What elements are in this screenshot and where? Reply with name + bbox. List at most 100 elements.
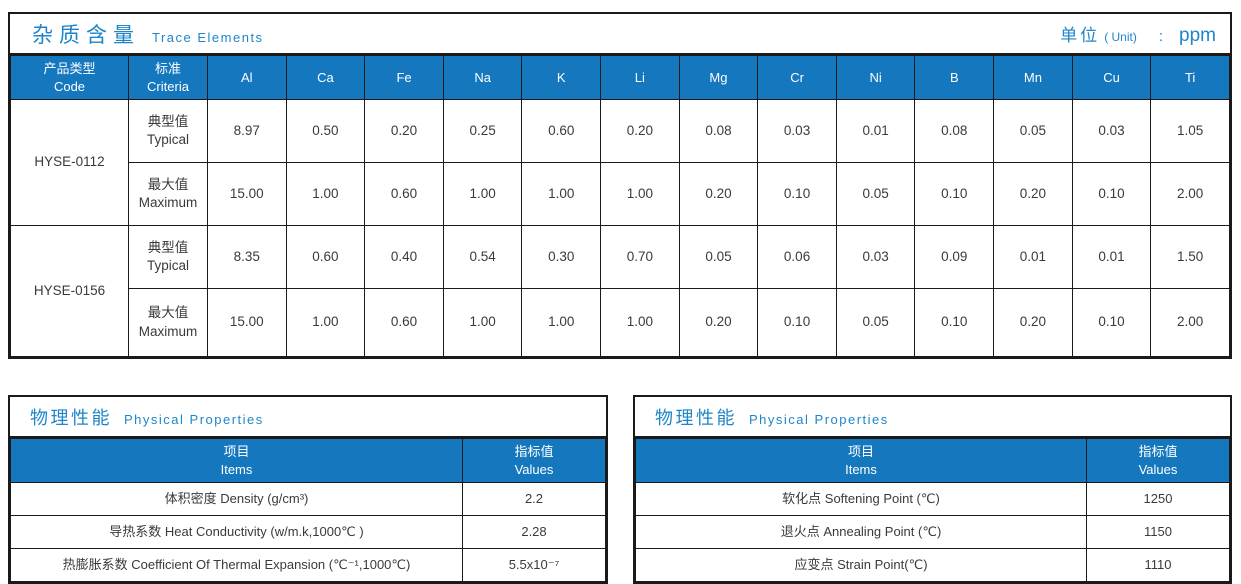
trace-elements-panel: 杂质含量 Trace Elements 单位 ( Unit) : ppm 产品类… <box>8 12 1232 360</box>
table-row: 最大值 Maximum 15.00 1.00 0.60 1.00 1.00 1.00 0.20 0… <box>11 288 1230 358</box>
value-cell: 0.60 <box>521 99 602 164</box>
column-header-mn: Mn <box>993 54 1073 101</box>
column-header-li: Li <box>600 54 680 101</box>
value-cell: 0.10 <box>757 162 837 227</box>
value-cell: 1.00 <box>521 288 602 358</box>
product-code-cell: HYSE-0156 <box>10 225 129 358</box>
column-header-criteria: 标准 Criteria <box>128 54 208 101</box>
physical-header-row: 项目 Items 指标值 Values <box>635 438 1230 484</box>
criteria-cell: 最大值 Maximum <box>128 162 208 227</box>
item-cell: 体积密度 Density (g/cm³) <box>10 482 463 517</box>
criteria-cell: 最大值 Maximum <box>128 288 208 358</box>
trace-elements-title-bar: 杂质含量 Trace Elements 单位 ( Unit) : ppm <box>10 14 1230 55</box>
value-cell: 15.00 <box>207 162 287 227</box>
table-row: 最大值 Maximum 15.00 1.00 0.60 1.00 1.00 1.00 0.20 0… <box>11 162 1230 227</box>
value-cell: 2.2 <box>462 482 606 517</box>
value-cell: 1250 <box>1086 482 1230 517</box>
value-cell: 0.03 <box>1071 99 1152 164</box>
unit-colon: : <box>1158 27 1164 45</box>
value-cell: 1150 <box>1086 515 1230 550</box>
physical-title-left: 物理性能 Physical Properties <box>30 404 264 430</box>
column-header-values: 指标值 Values <box>462 438 606 484</box>
value-cell: 0.54 <box>442 225 523 290</box>
item-cell: 应变点 Strain Point(℃) <box>635 548 1087 583</box>
value-cell: 0.01 <box>1071 225 1152 290</box>
value-cell: 0.05 <box>993 99 1073 164</box>
value-cell: 0.25 <box>442 99 523 164</box>
column-header-code: 产品类型 Code <box>10 54 129 101</box>
product-code-cell: HYSE-0112 <box>10 99 129 227</box>
column-header-cu: Cu <box>1071 54 1152 101</box>
physical-title-bar-left: 物理性能 Physical Properties <box>10 397 606 439</box>
physical-title-right: 物理性能 Physical Properties <box>655 404 889 430</box>
value-cell: 0.10 <box>914 288 995 358</box>
trace-title-zh: 杂质含量 <box>32 23 140 47</box>
criteria-cell: 典型值 Typical <box>128 99 208 164</box>
column-header-items: 项目 Items <box>635 438 1087 484</box>
column-header-fe: Fe <box>364 54 444 101</box>
column-header-values: 指标值 Values <box>1086 438 1230 484</box>
value-cell: 2.00 <box>1150 288 1230 358</box>
physical-title-en: Physical Properties <box>749 411 889 427</box>
trace-title: 杂质含量 Trace Elements <box>32 19 264 49</box>
value-cell: 0.70 <box>600 225 680 290</box>
physical-properties-panel-right: 物理性能 Physical Properties 项目 Items 指标值 Va… <box>633 395 1232 584</box>
value-cell: 1.00 <box>600 162 680 227</box>
table-row: 软化点 Softening Point (℃) 1250 <box>635 482 1230 517</box>
physical-properties-table-right: 项目 Items 指标值 Values 软化点 Softening Point … <box>635 438 1230 583</box>
value-cell: 1.00 <box>521 162 602 227</box>
physical-properties-row: 物理性能 Physical Properties 项目 Items 指标值 Va… <box>8 395 1232 584</box>
column-header-mg: Mg <box>678 54 759 101</box>
column-header-items: 项目 Items <box>10 438 463 484</box>
value-cell: 0.10 <box>1071 288 1152 358</box>
column-header-na: Na <box>442 54 523 101</box>
value-cell: 0.40 <box>364 225 444 290</box>
value-cell: 0.06 <box>757 225 837 290</box>
table-row: 应变点 Strain Point(℃) 1110 <box>635 548 1230 583</box>
trace-elements-table: 产品类型 Code 标准 Criteria Al Ca Fe Na K Li Mg Cr Ni B… <box>10 54 1230 358</box>
value-cell: 0.10 <box>914 162 995 227</box>
value-cell: 0.60 <box>364 162 444 227</box>
value-cell: 1.50 <box>1150 225 1230 290</box>
physical-title-bar-right: 物理性能 Physical Properties <box>635 397 1230 439</box>
value-cell: 0.20 <box>678 288 759 358</box>
unit-label: 单位 ( Unit) : ppm <box>1060 21 1216 47</box>
item-cell: 退火点 Annealing Point (℃) <box>635 515 1087 550</box>
table-row: 退火点 Annealing Point (℃) 1150 <box>635 515 1230 550</box>
value-cell: 0.20 <box>993 288 1073 358</box>
value-cell: 5.5x10⁻⁷ <box>462 548 606 583</box>
value-cell: 0.08 <box>914 99 995 164</box>
column-header-cr: Cr <box>757 54 837 101</box>
value-cell: 0.10 <box>757 288 837 358</box>
table-row: HYSE-0112 典型值 Typical 8.97 0.50 0.20 0.25 0.60 0… <box>10 99 1230 227</box>
value-cell: 0.20 <box>678 162 759 227</box>
value-cell: 1.00 <box>442 162 523 227</box>
value-cell: 1.00 <box>285 162 366 227</box>
item-cell: 软化点 Softening Point (℃) <box>635 482 1087 517</box>
physical-title-zh: 物理性能 <box>655 407 737 428</box>
value-cell: 0.10 <box>1071 162 1152 227</box>
value-cell: 0.60 <box>364 288 444 358</box>
value-cell: 0.20 <box>993 162 1073 227</box>
value-cell: 0.03 <box>757 99 837 164</box>
physical-properties-panel-left: 物理性能 Physical Properties 项目 Items 指标值 Va… <box>8 395 608 584</box>
table-row: 热膨胀系数 Coefficient Of Thermal Expansion (… <box>10 548 606 583</box>
value-cell: 1.00 <box>285 288 366 358</box>
unit-value: ppm <box>1179 24 1216 46</box>
value-cell: 0.01 <box>993 225 1073 290</box>
value-cell: 0.20 <box>600 99 680 164</box>
value-cell: 1110 <box>1086 548 1230 583</box>
column-header-al: Al <box>207 54 287 101</box>
column-header-ca: Ca <box>285 54 366 101</box>
column-header-ni: Ni <box>835 54 916 101</box>
physical-properties-table-left: 项目 Items 指标值 Values 体积密度 Density (g/cm³)… <box>10 438 606 583</box>
column-header-k: K <box>521 54 602 101</box>
table-row: 导热系数 Heat Conductivity (w/m.k,1000℃ ) 2.2… <box>10 515 606 550</box>
value-cell: 15.00 <box>207 288 287 358</box>
physical-title-zh: 物理性能 <box>30 407 112 428</box>
value-cell: 2.00 <box>1150 162 1230 227</box>
trace-header-row: 产品类型 Code 标准 Criteria Al Ca Fe Na K Li Mg Cr Ni B… <box>10 54 1230 101</box>
value-cell: 2.28 <box>462 515 606 550</box>
value-cell: 1.05 <box>1150 99 1230 164</box>
